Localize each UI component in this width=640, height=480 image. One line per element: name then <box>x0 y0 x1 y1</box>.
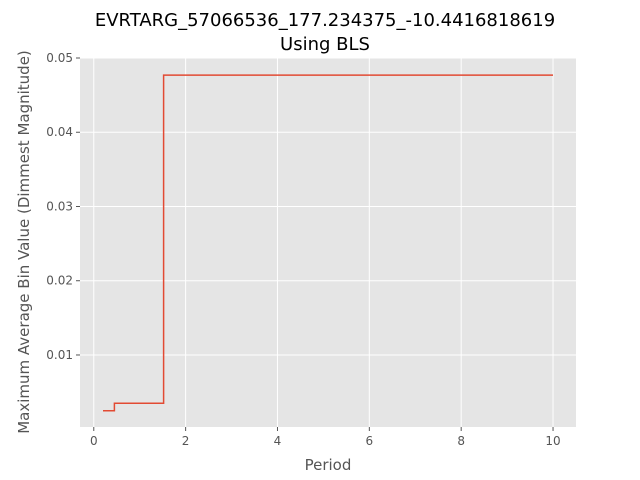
y-tick-label: 0.04 <box>46 125 73 139</box>
x-axis-label: Period <box>305 456 352 474</box>
x-tick-label: 8 <box>457 434 465 448</box>
chart-subtitle: Using BLS <box>280 34 370 55</box>
x-tick-label: 4 <box>274 434 282 448</box>
y-tick-label: 0.01 <box>46 348 73 362</box>
y-axis-label: Maximum Average Bin Value (Dimmest Magni… <box>15 50 33 434</box>
series-line <box>103 74 553 412</box>
series-layer <box>103 74 553 412</box>
x-tick-label: 2 <box>182 434 190 448</box>
plot-background <box>80 58 576 427</box>
x-axis-ticks: 0 2 4 6 8 10 <box>90 427 561 448</box>
x-tick-label: 6 <box>366 434 374 448</box>
y-tick-label: 0.05 <box>46 51 73 65</box>
y-tick-label: 0.02 <box>46 274 73 288</box>
grid <box>80 57 576 427</box>
y-tick-label: 0.03 <box>46 199 73 213</box>
x-tick-label: 10 <box>545 434 560 448</box>
chart-title: EVRTARG_57066536_177.234375_-10.44168186… <box>95 10 555 31</box>
y-axis-ticks: 0.01 0.02 0.03 0.04 0.05 <box>46 51 80 362</box>
x-tick-label: 0 <box>90 434 98 448</box>
